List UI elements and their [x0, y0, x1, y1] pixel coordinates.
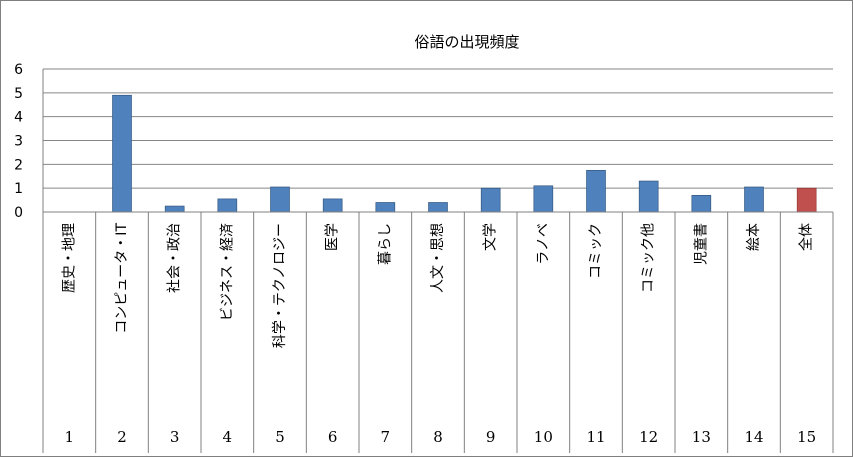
category-number: 6 [328, 428, 338, 446]
category-number: 15 [797, 428, 816, 446]
category-label: 暮らし [377, 223, 393, 265]
category-number: 4 [223, 428, 233, 446]
y-tick-label: 3 [14, 134, 23, 150]
y-tick-label: 2 [14, 157, 23, 173]
category-label: ビジネス・経済 [219, 223, 235, 321]
category-label: 科学・テクノロジー [272, 223, 288, 348]
category-number: 7 [381, 428, 391, 446]
grid-layer: 0 1 2 3 4 5 6 [14, 62, 833, 221]
chart-title: 俗語の出現頻度 [414, 33, 519, 51]
category-label: 社会・政治 [167, 223, 183, 293]
y-tick-label: 1 [14, 181, 23, 197]
bar-3 [164, 205, 185, 213]
bar-14 [744, 186, 764, 213]
bar-7 [375, 202, 396, 213]
bar-15 [796, 187, 817, 213]
category-label: コミック [588, 223, 604, 279]
category-number: 2 [117, 428, 127, 446]
category-label: 人文・思想 [430, 223, 446, 293]
category-number: 8 [433, 428, 443, 446]
category-label: 全体 [798, 223, 815, 251]
category-number: 10 [534, 428, 553, 446]
category-label: 歴史・地理 [61, 223, 77, 293]
category-label: ラノベ [535, 223, 551, 265]
bar-11 [586, 169, 606, 213]
bar-6 [322, 198, 343, 213]
category-number: 11 [586, 428, 605, 446]
category-label: 医学 [325, 223, 341, 251]
bar-12 [638, 180, 659, 213]
bar-4 [217, 198, 238, 213]
bar-layer [112, 94, 817, 213]
bar-10 [533, 185, 554, 213]
bar-5 [270, 186, 290, 213]
category-table: 歴史・地理 1 コンピュータ・IT 2 社会・政治 3 ビジネス・経済 4 科学・テクノロジー 5… [42, 69, 834, 453]
y-tick-label: 0 [14, 205, 23, 221]
category-label: 文学 [483, 223, 499, 251]
y-tick-label: 4 [14, 110, 23, 126]
bar-13 [691, 195, 712, 213]
category-number: 5 [275, 428, 285, 446]
category-label: コミック他 [641, 223, 657, 293]
y-tick-label: 6 [14, 62, 23, 78]
category-number: 3 [170, 428, 180, 446]
category-number: 12 [639, 428, 658, 446]
bar-2 [112, 94, 132, 213]
category-number: 13 [692, 428, 711, 446]
y-tick-label: 5 [14, 86, 23, 102]
bar-8 [428, 202, 448, 213]
category-number: 1 [65, 428, 75, 446]
bar-9 [480, 187, 501, 213]
category-label: 絵本 [746, 223, 762, 251]
category-number: 9 [486, 428, 496, 446]
category-number: 14 [744, 428, 763, 446]
category-label: 児童書 [692, 223, 709, 265]
category-label: コンピュータ・IT [114, 223, 130, 334]
